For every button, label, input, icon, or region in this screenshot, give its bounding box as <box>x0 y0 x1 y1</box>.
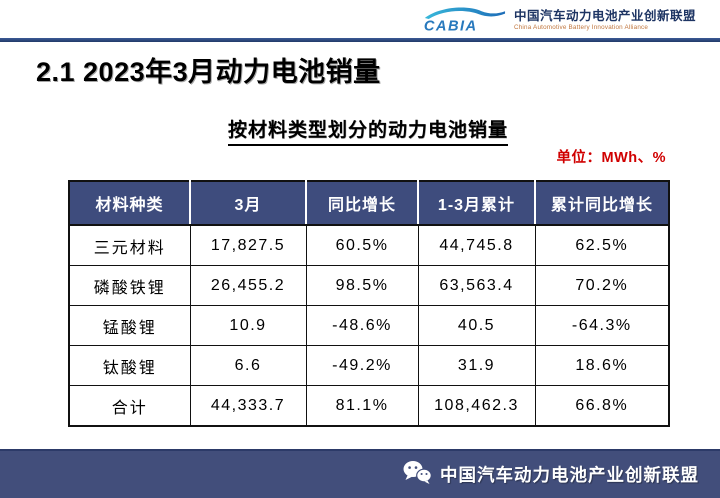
header-org-name-en: China Automotive Battery Innovation Alli… <box>513 24 649 32</box>
table-title: 按材料类型划分的动力电池销量 <box>227 115 508 146</box>
footer-bar: 中国汽车动力电池产业创新联盟 <box>0 449 720 498</box>
unit-label-wrap: 单位：MWh、% <box>68 146 666 167</box>
col-header-yoy-growth: 同比增长 <box>305 181 418 226</box>
battery-sales-table: 材料种类 3月 同比增长 1-3月累计 累计同比增长 三元材料 17,827.5… <box>68 180 670 427</box>
table-row-ternary: 三元材料 17,827.5 60.5% 44,745.8 62.5% <box>68 224 670 266</box>
slide-title: 2.1 2023年3月动力电池销量 <box>36 57 381 87</box>
unit-label: 单位：MWh、% <box>556 150 666 166</box>
cell-cumulative-yoy: 18.6% <box>534 345 670 386</box>
row-label: 钛酸锂 <box>68 345 191 386</box>
footer-org-name: 中国汽车动力电池产业创新联盟 <box>440 465 699 485</box>
cell-yoy: 98.5% <box>305 265 419 306</box>
battery-sales-table-wrap: 材料种类 3月 同比增长 1-3月累计 累计同比增长 三元材料 17,827.5… <box>68 180 670 427</box>
cell-yoy: -49.2% <box>305 345 419 386</box>
table-row-lmo: 锰酸锂 10.9 -48.6% 40.5 -64.3% <box>68 305 670 346</box>
header-divider <box>0 38 720 42</box>
cell-cumulative-yoy: 62.5% <box>534 224 670 266</box>
cabia-logo-icon: CABIA <box>417 5 507 35</box>
cell-cumulative: 63,563.4 <box>417 265 536 306</box>
cell-march: 6.6 <box>189 345 307 386</box>
header-org-block: 中国汽车动力电池产业创新联盟 China Automotive Battery … <box>514 9 696 32</box>
col-header-material-type: 材料种类 <box>69 181 190 226</box>
cell-cumulative-yoy: -64.3% <box>534 305 670 346</box>
table-row-lfp: 磷酸铁锂 26,455.2 98.5% 63,563.4 70.2% <box>68 265 670 306</box>
cell-march: 17,827.5 <box>189 224 307 266</box>
wechat-icon <box>402 460 432 490</box>
header-org-name-cn: 中国汽车动力电池产业创新联盟 <box>513 8 696 23</box>
row-label: 磷酸铁锂 <box>68 265 191 306</box>
cell-yoy: 81.1% <box>305 385 419 427</box>
row-label: 三元材料 <box>68 224 191 266</box>
table-title-wrap: 按材料类型划分的动力电池销量 <box>68 115 668 146</box>
cell-yoy: 60.5% <box>305 224 419 266</box>
cell-march: 44,333.7 <box>189 385 307 427</box>
cell-cumulative: 40.5 <box>417 305 536 346</box>
cell-cumulative: 31.9 <box>417 345 536 386</box>
table-header-row: 材料种类 3月 同比增长 1-3月累计 累计同比增长 <box>69 181 669 226</box>
col-header-cumulative-yoy-growth: 累计同比增长 <box>534 181 669 226</box>
cabia-logo-text: CABIA <box>424 19 478 35</box>
row-label: 合计 <box>68 385 191 427</box>
cell-march: 26,455.2 <box>189 265 307 306</box>
col-header-jan-mar-cumulative: 1-3月累计 <box>417 181 535 226</box>
footer-content: 中国汽车动力电池产业创新联盟 <box>402 451 699 498</box>
row-label: 锰酸锂 <box>68 305 191 346</box>
cell-cumulative: 108,462.3 <box>417 385 536 427</box>
cell-cumulative: 44,745.8 <box>417 224 536 266</box>
cell-cumulative-yoy: 70.2% <box>534 265 670 306</box>
header-logo: CABIA 中国汽车动力电池产业创新联盟 China Automotive Ba… <box>417 5 696 35</box>
table-row-lto: 钛酸锂 6.6 -49.2% 31.9 18.6% <box>68 345 670 386</box>
table-row-total: 合计 44,333.7 81.1% 108,462.3 66.8% <box>68 385 670 427</box>
cell-cumulative-yoy: 66.8% <box>534 385 670 427</box>
cell-yoy: -48.6% <box>305 305 419 346</box>
col-header-march: 3月 <box>189 181 306 226</box>
cell-march: 10.9 <box>189 305 307 346</box>
